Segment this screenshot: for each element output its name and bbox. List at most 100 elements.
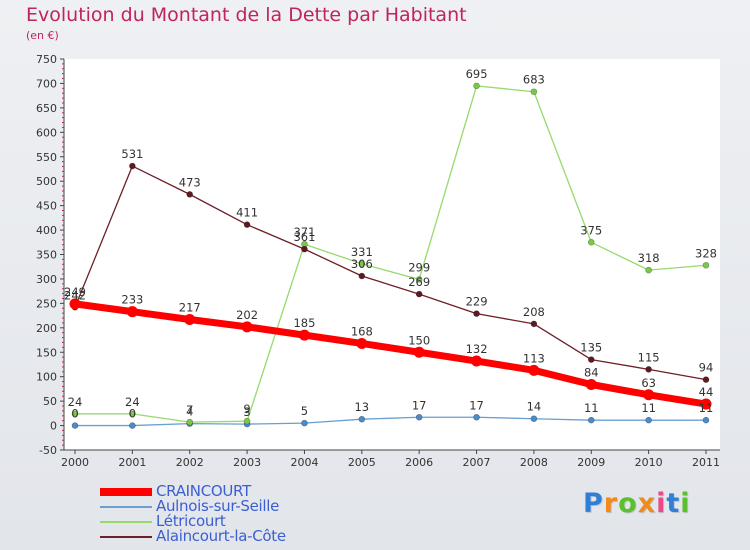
data-label: 269 [408,275,430,289]
logo-letter: o [618,488,638,519]
data-point [474,414,480,420]
data-label: 411 [236,206,258,220]
data-label: 361 [293,230,315,244]
data-label: 113 [523,351,545,365]
data-label: 168 [351,324,373,338]
legend-item: Aulnois-sur-Seille [100,499,360,514]
data-label: 150 [408,333,430,347]
data-label: 9 [243,402,250,416]
x-tick-label: 2003 [233,456,261,469]
x-tick-label: 2010 [635,456,663,469]
data-point [187,419,193,425]
logo-letter: t [666,488,680,519]
legend-swatch [100,521,152,523]
data-point [588,417,594,423]
data-label: 24 [68,395,83,409]
data-label: 375 [580,223,602,237]
logo-letter: x [638,488,656,519]
data-point [703,417,709,423]
y-tick-label: 150 [36,346,57,359]
line-chart: -500501001502002503003504004505005506006… [0,0,750,550]
chart-legend: CRAINCOURT Aulnois-sur-Seille Létricourt Al… [100,484,360,544]
data-point [359,416,365,422]
proxiti-logo: Proxiti [583,488,691,519]
data-point [184,314,195,325]
data-point [474,83,480,89]
y-tick-label: 350 [36,249,57,262]
x-tick-label: 2001 [118,456,146,469]
logo-letter: P [583,488,604,519]
x-tick-label: 2006 [405,456,433,469]
data-point [414,347,425,358]
data-point [359,273,365,279]
data-label: 328 [695,246,717,260]
data-label: 14 [527,400,542,414]
data-label: 63 [641,376,656,390]
data-label: 84 [584,366,599,380]
y-tick-label: 550 [36,151,57,164]
data-point [588,357,594,363]
data-label: 202 [236,308,258,322]
data-point [72,423,78,429]
y-tick-label: 300 [36,273,57,286]
data-label: 233 [121,293,143,307]
data-label: 683 [523,73,545,87]
data-point [129,423,135,429]
legend-item: Alaincourt-la-Côte [100,529,360,544]
data-point [187,191,193,197]
data-label: 229 [466,295,488,309]
y-tick-label: 200 [36,322,57,335]
data-point [646,267,652,273]
y-tick-label: 650 [36,102,57,115]
legend-swatch [100,506,152,508]
data-label: 473 [179,175,201,189]
y-tick-label: 400 [36,224,57,237]
y-tick-label: 100 [36,371,57,384]
y-tick-label: 250 [36,297,57,310]
logo-letter: i [656,488,666,519]
data-label: 249 [64,285,86,299]
y-tick-label: 0 [50,420,57,433]
data-label: 115 [638,350,660,364]
data-point [356,338,367,349]
data-label: 299 [408,260,430,274]
data-label: 17 [469,398,484,412]
logo-letter: i [680,488,690,519]
y-tick-label: -50 [39,444,57,457]
data-point [586,379,597,390]
data-label: 695 [466,67,488,81]
x-tick-label: 2004 [290,456,318,469]
data-point [416,291,422,297]
x-tick-label: 2007 [463,456,491,469]
data-point [471,356,482,367]
data-point [242,321,253,332]
data-label: 5 [301,404,308,418]
data-label: 11 [699,401,714,415]
data-point [643,389,654,400]
x-tick-label: 2002 [176,456,204,469]
y-tick-label: 450 [36,200,57,213]
data-point [301,420,307,426]
data-label: 135 [580,341,602,355]
legend-label: Alaincourt-la-Côte [156,529,286,544]
y-tick-label: 600 [36,126,57,139]
y-tick-label: 700 [36,77,57,90]
data-point [129,163,135,169]
data-label: 11 [641,401,656,415]
data-point [646,417,652,423]
y-tick-label: 750 [36,53,57,66]
data-label: 318 [638,251,660,265]
x-tick-label: 2011 [692,456,720,469]
data-point [588,239,594,245]
data-label: 24 [125,395,140,409]
data-label: 13 [354,400,369,414]
data-label: 11 [584,401,599,415]
data-point [416,414,422,420]
data-label: 531 [121,147,143,161]
data-label: 217 [179,301,201,315]
x-tick-label: 2005 [348,456,376,469]
data-label: 94 [699,361,714,375]
data-point [528,365,539,376]
legend-swatch [100,536,152,538]
data-label: 44 [699,385,714,399]
